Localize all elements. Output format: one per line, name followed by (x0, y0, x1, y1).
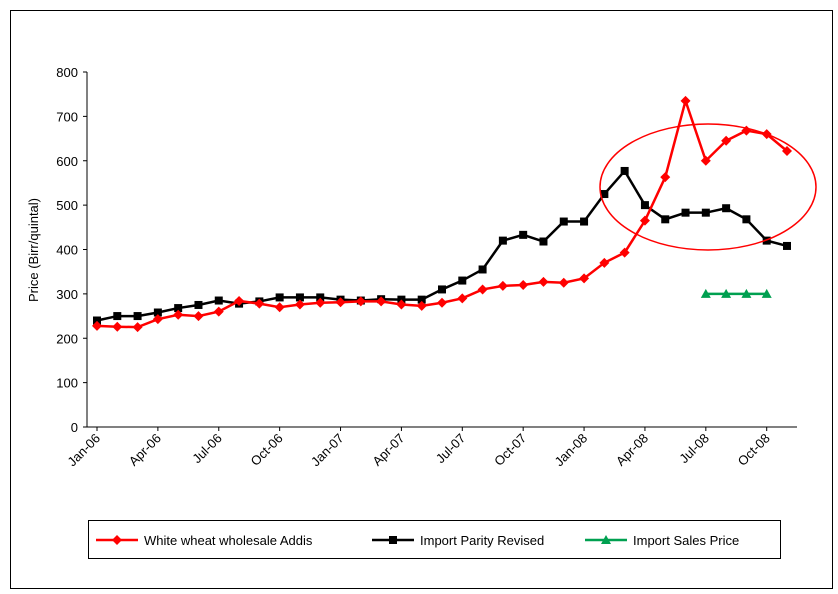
data-point (783, 241, 791, 250)
data-point (539, 237, 548, 246)
data-point (700, 288, 711, 298)
data-point (92, 320, 102, 331)
data-point (174, 304, 183, 313)
y-tick-label: 100 (56, 376, 78, 391)
data-point (316, 293, 325, 302)
data-point (389, 536, 397, 544)
data-point (741, 288, 752, 298)
data-point (497, 280, 508, 291)
data-point (538, 276, 549, 287)
data-point (396, 299, 407, 310)
data-point (478, 265, 487, 274)
data-point (294, 299, 305, 310)
data-point (639, 215, 650, 226)
y-tick-label: 400 (56, 243, 78, 258)
data-point (194, 300, 203, 309)
data-point (376, 296, 387, 307)
data-point (761, 288, 772, 298)
data-point (417, 295, 426, 304)
data-point (579, 273, 590, 284)
data-point (701, 208, 710, 217)
data-point (112, 535, 122, 545)
y-tick-label: 700 (56, 109, 78, 124)
y-tick-label: 200 (56, 331, 78, 346)
data-point (295, 293, 304, 302)
data-point (477, 284, 488, 295)
data-point (113, 312, 122, 321)
data-point (173, 309, 184, 320)
data-point (620, 166, 629, 175)
y-tick-label: 600 (56, 154, 78, 169)
data-point (580, 217, 589, 226)
data-point (600, 190, 609, 199)
data-point (601, 535, 611, 544)
y-tick-label: 500 (56, 198, 78, 213)
data-point (214, 296, 223, 305)
data-point (742, 215, 751, 224)
data-point (640, 201, 649, 210)
data-point (558, 277, 569, 288)
highlight-ellipse (599, 123, 817, 251)
data-point (681, 208, 690, 217)
data-point (315, 297, 326, 308)
data-point (518, 280, 529, 290)
data-point (132, 322, 143, 333)
data-point (498, 236, 507, 245)
data-point (133, 312, 142, 321)
data-point (438, 285, 446, 294)
data-point (721, 135, 732, 146)
data-point (599, 257, 610, 268)
legend-label: Import Parity Revised (420, 533, 544, 548)
y-tick-label: 300 (56, 287, 78, 302)
legend-label: Import Sales Price (633, 533, 739, 548)
data-point (112, 321, 123, 332)
data-point (93, 316, 101, 325)
data-point (721, 288, 732, 298)
data-point (254, 298, 265, 309)
data-point (660, 172, 671, 183)
data-point (234, 295, 245, 306)
data-point (437, 297, 447, 308)
data-point (193, 311, 204, 322)
data-point (275, 293, 284, 302)
data-point (680, 95, 691, 106)
data-point (619, 247, 630, 258)
legend-label: White wheat wholesale Addis (144, 533, 313, 548)
data-point (559, 217, 568, 226)
data-point (722, 204, 731, 213)
data-point (782, 145, 792, 156)
data-point (355, 296, 366, 307)
data-point (519, 230, 528, 239)
data-point (274, 302, 285, 313)
data-point (458, 276, 467, 285)
y-tick-label: 0 (71, 420, 78, 435)
data-point (152, 314, 163, 325)
data-point (700, 155, 711, 166)
data-point (335, 297, 346, 308)
y-axis-title: Price (Birr/quintal) (26, 198, 41, 302)
legend (88, 520, 781, 559)
data-point (213, 306, 224, 317)
y-tick-label: 800 (56, 65, 78, 80)
data-point (153, 308, 162, 317)
data-point (457, 293, 468, 304)
data-point (661, 215, 670, 224)
data-point (416, 300, 427, 311)
